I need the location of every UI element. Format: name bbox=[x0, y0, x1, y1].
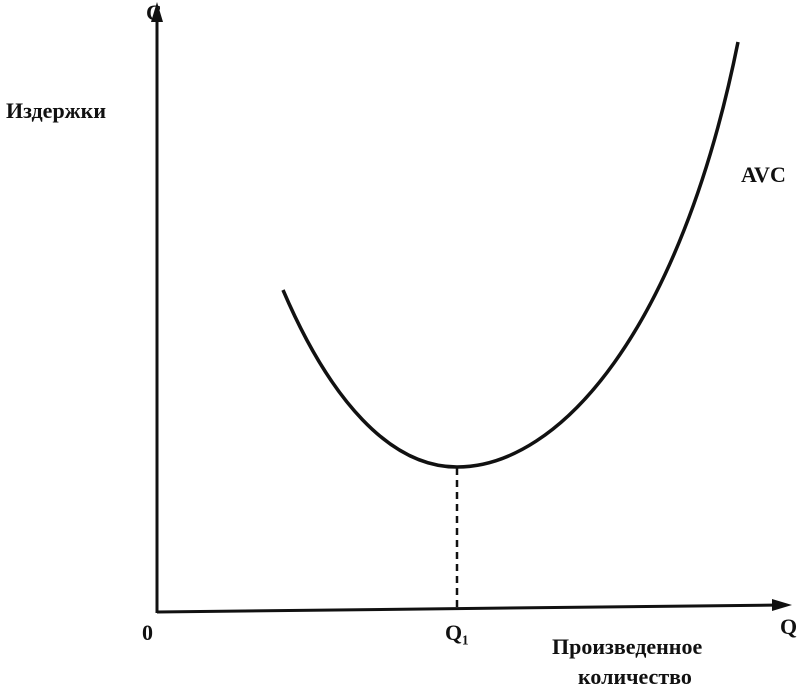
x-axis-label-line: количество bbox=[578, 664, 692, 689]
x-axis-symbol: Q bbox=[780, 614, 797, 639]
avc-curve bbox=[281, 41, 740, 469]
x-axis bbox=[156, 603, 781, 614]
y-axis-label: Издержки bbox=[6, 98, 106, 123]
x-axis-label-line: Произведенное bbox=[552, 634, 702, 659]
q1-label: Q₁ bbox=[445, 620, 469, 645]
x-axis-arrow bbox=[772, 599, 792, 611]
y-axis-symbol: C bbox=[146, 0, 162, 25]
curve-label: AVC bbox=[741, 162, 786, 187]
y-axis-arrow bbox=[151, 2, 163, 22]
origin-label: 0 bbox=[142, 620, 153, 645]
